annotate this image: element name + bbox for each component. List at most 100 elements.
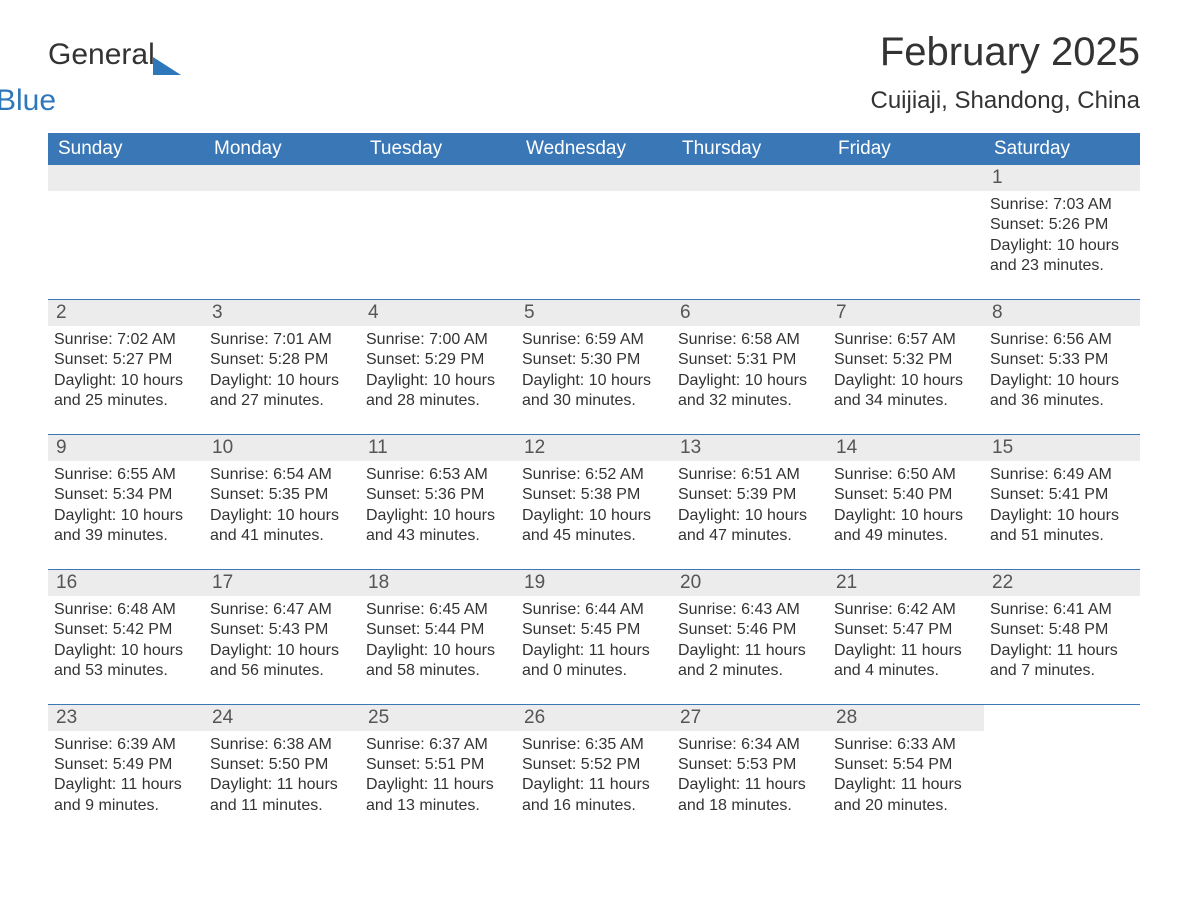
day-number-row: 22 <box>984 569 1140 596</box>
calendar-cell: 11Sunrise: 6:53 AMSunset: 5:36 PMDayligh… <box>360 434 516 569</box>
day-number-row: 6 <box>672 299 828 326</box>
calendar-cell: 10Sunrise: 6:54 AMSunset: 5:35 PMDayligh… <box>204 434 360 569</box>
sunset-text: Sunset: 5:30 PM <box>522 350 664 370</box>
day-number-row: 21 <box>828 569 984 596</box>
calendar-cell-empty <box>516 165 672 299</box>
sunset-text: Sunset: 5:47 PM <box>834 620 976 640</box>
day-number-row <box>360 165 516 191</box>
calendar-body: 1Sunrise: 7:03 AMSunset: 5:26 PMDaylight… <box>48 165 1140 838</box>
sunset-text: Sunset: 5:31 PM <box>678 350 820 370</box>
day-number-row: 13 <box>672 434 828 461</box>
calendar-cell: 1Sunrise: 7:03 AMSunset: 5:26 PMDaylight… <box>984 165 1140 299</box>
sunrise-text: Sunrise: 6:35 AM <box>522 735 664 755</box>
sunrise-text: Sunrise: 6:56 AM <box>990 330 1132 350</box>
day-number-row: 5 <box>516 299 672 326</box>
calendar-cell: 15Sunrise: 6:49 AMSunset: 5:41 PMDayligh… <box>984 434 1140 569</box>
sunrise-text: Sunrise: 6:34 AM <box>678 735 820 755</box>
sunset-text: Sunset: 5:50 PM <box>210 755 352 775</box>
calendar-cell: 7Sunrise: 6:57 AMSunset: 5:32 PMDaylight… <box>828 299 984 434</box>
day-number: 22 <box>992 572 1013 593</box>
daylight-text: Daylight: 10 hours and 34 minutes. <box>834 371 976 412</box>
daylight-text: Daylight: 10 hours and 27 minutes. <box>210 371 352 412</box>
day-number-row: 15 <box>984 434 1140 461</box>
day-number: 1 <box>992 167 1003 188</box>
day-number-row <box>48 165 204 191</box>
daylight-text: Daylight: 11 hours and 11 minutes. <box>210 775 352 816</box>
day-number: 20 <box>680 572 701 593</box>
sunrise-text: Sunrise: 6:38 AM <box>210 735 352 755</box>
calendar-cell: 12Sunrise: 6:52 AMSunset: 5:38 PMDayligh… <box>516 434 672 569</box>
sunrise-text: Sunrise: 7:01 AM <box>210 330 352 350</box>
day-number: 28 <box>836 707 857 728</box>
calendar-cell: 17Sunrise: 6:47 AMSunset: 5:43 PMDayligh… <box>204 569 360 704</box>
day-number-row: 11 <box>360 434 516 461</box>
calendar-cell-empty <box>48 165 204 299</box>
day-number: 12 <box>524 437 545 458</box>
day-number-row: 17 <box>204 569 360 596</box>
calendar-cell: 14Sunrise: 6:50 AMSunset: 5:40 PMDayligh… <box>828 434 984 569</box>
daylight-text: Daylight: 10 hours and 23 minutes. <box>990 236 1132 277</box>
sunrise-text: Sunrise: 6:49 AM <box>990 465 1132 485</box>
daylight-text: Daylight: 10 hours and 51 minutes. <box>990 506 1132 547</box>
day-number-row: 27 <box>672 704 828 731</box>
sunrise-text: Sunrise: 6:50 AM <box>834 465 976 485</box>
day-number: 9 <box>56 437 67 458</box>
calendar-cell: 25Sunrise: 6:37 AMSunset: 5:51 PMDayligh… <box>360 704 516 839</box>
calendar-cell: 21Sunrise: 6:42 AMSunset: 5:47 PMDayligh… <box>828 569 984 704</box>
day-number-row: 18 <box>360 569 516 596</box>
daylight-text: Daylight: 11 hours and 13 minutes. <box>366 775 508 816</box>
daylight-text: Daylight: 11 hours and 16 minutes. <box>522 775 664 816</box>
day-number-row: 26 <box>516 704 672 731</box>
sunrise-text: Sunrise: 6:42 AM <box>834 600 976 620</box>
calendar-cell: 19Sunrise: 6:44 AMSunset: 5:45 PMDayligh… <box>516 569 672 704</box>
calendar-cell: 24 Sunrise: 6:38 AMSunset: 5:50 PMDayligh… <box>204 704 360 839</box>
sunrise-text: Sunrise: 7:00 AM <box>366 330 508 350</box>
day-number-row: 9 <box>48 434 204 461</box>
day-number: 16 <box>56 572 77 593</box>
day-number-row <box>984 704 1140 730</box>
day-number-row <box>828 165 984 191</box>
sunset-text: Sunset: 5:44 PM <box>366 620 508 640</box>
sunrise-text: Sunrise: 6:47 AM <box>210 600 352 620</box>
day-number-row: 10 <box>204 434 360 461</box>
day-number: 4 <box>368 302 379 323</box>
daylight-text: Daylight: 10 hours and 41 minutes. <box>210 506 352 547</box>
day-number-row: 19 <box>516 569 672 596</box>
calendar-cell: 2Sunrise: 7:02 AMSunset: 5:27 PMDaylight… <box>48 299 204 434</box>
day-number-row: 16 <box>48 569 204 596</box>
daylight-text: Daylight: 10 hours and 28 minutes. <box>366 371 508 412</box>
daylight-text: Daylight: 10 hours and 25 minutes. <box>54 371 196 412</box>
day-number: 3 <box>212 302 223 323</box>
daylight-text: Daylight: 10 hours and 30 minutes. <box>522 371 664 412</box>
weekday-header: Saturday <box>984 133 1140 165</box>
daylight-text: Daylight: 10 hours and 53 minutes. <box>54 641 196 682</box>
sunrise-text: Sunrise: 6:44 AM <box>522 600 664 620</box>
sunset-text: Sunset: 5:32 PM <box>834 350 976 370</box>
calendar-cell-empty <box>672 165 828 299</box>
daylight-text: Daylight: 10 hours and 47 minutes. <box>678 506 820 547</box>
calendar-cell: 22Sunrise: 6:41 AMSunset: 5:48 PMDayligh… <box>984 569 1140 704</box>
day-number-row <box>516 165 672 191</box>
calendar-cell: 18Sunrise: 6:45 AMSunset: 5:44 PMDayligh… <box>360 569 516 704</box>
daylight-text: Daylight: 10 hours and 36 minutes. <box>990 371 1132 412</box>
day-number: 27 <box>680 707 701 728</box>
sunset-text: Sunset: 5:42 PM <box>54 620 196 640</box>
sunrise-text: Sunrise: 6:57 AM <box>834 330 976 350</box>
day-number: 13 <box>680 437 701 458</box>
day-number-row: 2 <box>48 299 204 326</box>
calendar-cell: 23Sunrise: 6:39 AMSunset: 5:49 PMDayligh… <box>48 704 204 839</box>
day-number: 24 <box>212 707 233 728</box>
sunset-text: Sunset: 5:33 PM <box>990 350 1132 370</box>
calendar-cell: 16Sunrise: 6:48 AMSunset: 5:42 PMDayligh… <box>48 569 204 704</box>
calendar-cell: 26 Sunrise: 6:35 AMSunset: 5:52 PMDayligh… <box>516 704 672 839</box>
sunset-text: Sunset: 5:49 PM <box>54 755 196 775</box>
page-title: February 2025 <box>870 30 1140 75</box>
calendar-cell: 3Sunrise: 7:01 AMSunset: 5:28 PMDaylight… <box>204 299 360 434</box>
sunset-text: Sunset: 5:43 PM <box>210 620 352 640</box>
calendar-cell: 9Sunrise: 6:55 AMSunset: 5:34 PMDaylight… <box>48 434 204 569</box>
sunset-text: Sunset: 5:52 PM <box>522 755 664 775</box>
day-number: 26 <box>524 707 545 728</box>
brand-word-2: Blue <box>0 84 103 118</box>
day-number: 25 <box>368 707 389 728</box>
calendar-cell-empty <box>984 704 1140 839</box>
